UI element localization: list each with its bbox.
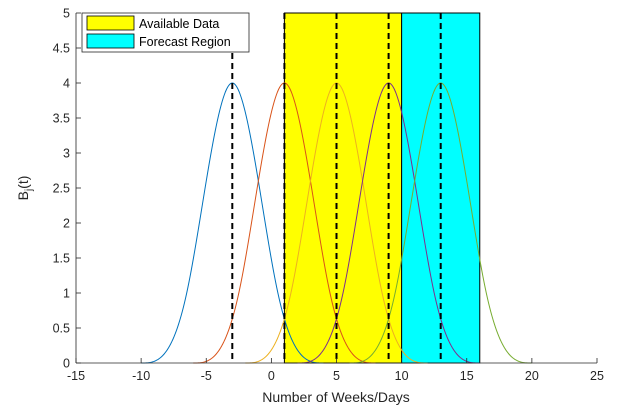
x-tick-label: 10: [395, 369, 409, 383]
y-tick-label: 1.5: [53, 252, 70, 266]
x-tick-label: 5: [333, 369, 340, 383]
y-axis-label-tail: (t): [15, 176, 31, 189]
x-tick-label: -15: [67, 369, 85, 383]
regions-layer: [283, 12, 481, 364]
x-tick-label: -10: [132, 369, 150, 383]
x-tick-label: -5: [201, 369, 212, 383]
legend-swatch-forecast-region: [86, 33, 135, 49]
legend-label-forecast-region: Forecast Region: [139, 35, 231, 49]
x-tick-label: 15: [460, 369, 474, 383]
y-tick-label: 3: [63, 147, 70, 161]
y-tick-label: 4: [63, 77, 70, 91]
y-axis-label-subscript: j: [24, 189, 35, 192]
legend-label-available-data: Available Data: [139, 17, 219, 31]
y-tick-label: 0.5: [53, 322, 70, 336]
y-axis-label: Bj(t): [15, 176, 35, 201]
x-tick-label: 25: [590, 369, 604, 383]
y-tick-label: 1: [63, 287, 70, 301]
y-tick-label: 2.5: [53, 182, 70, 196]
y-tick-label: 2: [63, 217, 70, 231]
x-axis-label: Number of Weeks/Days: [262, 389, 410, 405]
y-axis-label-main: B: [15, 191, 31, 200]
legend-swatch-available-data: [86, 15, 135, 31]
y-tick-label: 4.5: [53, 42, 70, 56]
y-tick-label: 0: [63, 357, 70, 371]
region-available-data: [283, 12, 403, 364]
svg-text:Bj(t): Bj(t): [15, 176, 35, 201]
axes-layer: -15 -10 -5 0 5 10 15 20 25 0 0.5 1 1.5 2 2.5 3 3.5 4 4.5 5: [53, 7, 604, 384]
x-tick-label: 20: [525, 369, 539, 383]
legend: Available Data Forecast Region: [81, 12, 250, 53]
x-tick-label: 0: [268, 369, 275, 383]
y-tick-label: 3.5: [53, 112, 70, 126]
vlines-layer: [231, 13, 442, 363]
y-tick-label: 5: [63, 7, 70, 21]
